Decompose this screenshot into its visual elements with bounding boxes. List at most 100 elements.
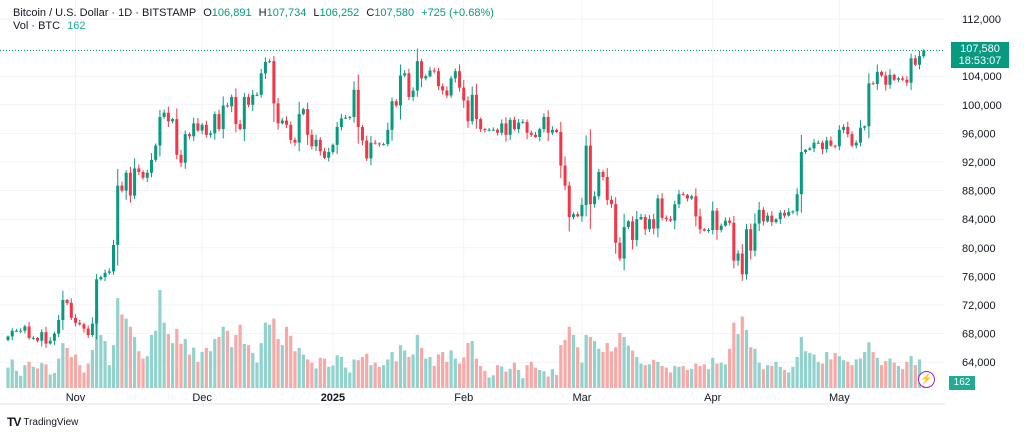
candle-body <box>74 317 78 323</box>
volume-bar <box>175 328 179 388</box>
volume-bar <box>795 356 799 388</box>
volume-bar <box>23 365 27 388</box>
time-axis[interactable]: Nov Dec 2025 Feb Mar Apr May <box>66 392 850 404</box>
candle-body <box>48 340 52 344</box>
volume-bar <box>491 375 495 388</box>
candle-body <box>323 151 326 158</box>
candle-body <box>626 221 630 228</box>
volume-bar <box>137 351 141 388</box>
volume-bar <box>618 332 622 388</box>
volume-bar <box>170 343 175 388</box>
volume-bar <box>656 361 660 388</box>
candle-body <box>681 194 685 196</box>
volume-bar <box>457 363 462 388</box>
volume-bar <box>892 362 896 388</box>
candle-body <box>652 219 656 229</box>
volume-bar <box>221 326 225 388</box>
candle-body <box>711 210 715 230</box>
candle-body <box>842 126 846 130</box>
volume-bar <box>529 361 533 388</box>
candle-body <box>44 332 48 344</box>
candle-body <box>753 223 757 251</box>
volume-bar <box>563 339 567 388</box>
candle-body <box>584 145 588 205</box>
volume-bar <box>863 352 867 388</box>
volume-bar <box>592 341 597 388</box>
candle-body <box>69 302 73 318</box>
candle-body <box>470 94 474 122</box>
volume-value: 162 <box>67 20 86 32</box>
volume-title[interactable]: Vol · BTC <box>13 20 61 32</box>
candle-body <box>782 212 786 216</box>
volume-bar <box>40 363 44 388</box>
candle-body <box>192 123 196 137</box>
candle-body <box>415 61 419 91</box>
tradingview-logo[interactable]: TV TradingView <box>7 415 78 429</box>
volume-bars <box>6 290 926 388</box>
volume-bar <box>10 359 14 388</box>
candle-body <box>65 299 69 303</box>
volume-bar <box>306 359 310 388</box>
candle-body <box>635 219 639 240</box>
candle-body <box>715 210 719 230</box>
symbol-title[interactable]: Bitcoin / U.S. Dollar · 1D · BITSTAMP <box>13 7 197 19</box>
volume-bar <box>609 351 614 388</box>
volume-bar <box>124 318 128 388</box>
candle-body <box>896 78 900 80</box>
volume-bar <box>913 365 917 388</box>
volume-bar <box>14 370 19 388</box>
volume-bar <box>331 365 335 388</box>
volume-bar <box>799 336 803 388</box>
candle-body <box>770 215 774 223</box>
volume-bar <box>293 351 297 388</box>
volume-bar <box>196 361 200 388</box>
volume-bar <box>204 347 208 388</box>
price-tick-label: 84,000 <box>962 214 996 226</box>
candle-body <box>749 229 753 251</box>
candle-body <box>217 114 221 130</box>
candle-body <box>901 78 905 80</box>
volume-bar <box>479 365 483 388</box>
volume-bar <box>571 334 576 388</box>
volume-bar <box>744 330 749 388</box>
close-label: C <box>366 7 375 19</box>
current-price-label: 107,580 18:53:07 <box>951 42 1009 68</box>
volume-bar <box>761 369 765 388</box>
volume-bar <box>829 359 833 388</box>
volume-bar <box>635 356 639 388</box>
candle-body <box>175 119 179 155</box>
candle-body <box>179 154 183 163</box>
candle-body <box>263 61 267 74</box>
volume-bar <box>580 362 584 388</box>
volume-bar <box>668 372 673 388</box>
candle-body <box>804 149 808 152</box>
candle-body <box>588 145 592 205</box>
volume-bar <box>546 376 550 388</box>
candle-body <box>352 89 356 117</box>
volume-bar <box>352 359 356 388</box>
volume-bar <box>419 347 424 388</box>
candle-body <box>310 134 314 147</box>
volume-bar <box>339 356 343 388</box>
candle-body <box>23 326 27 331</box>
volume-bar <box>268 324 272 388</box>
volume-bar <box>381 365 386 388</box>
candle-body <box>171 119 175 122</box>
volume-bar <box>512 362 516 388</box>
volume-bar <box>27 361 31 388</box>
candle-body <box>449 78 453 96</box>
lightning-icon[interactable]: ⚡ <box>918 371 935 388</box>
candle-body <box>158 116 162 146</box>
volume-bar <box>213 339 217 388</box>
candle-body <box>285 120 289 125</box>
price-axis[interactable]: 112,000 104,000 100,000 96,000 92,000 88,000 8… <box>962 14 1002 369</box>
volume-bar <box>673 365 677 388</box>
volume-bar <box>875 357 879 388</box>
candle-body <box>6 336 10 341</box>
volume-bar <box>774 361 778 388</box>
volume-bar <box>884 361 888 388</box>
candle-body <box>141 172 145 178</box>
candle-body <box>40 332 44 341</box>
candle-body <box>757 209 761 224</box>
